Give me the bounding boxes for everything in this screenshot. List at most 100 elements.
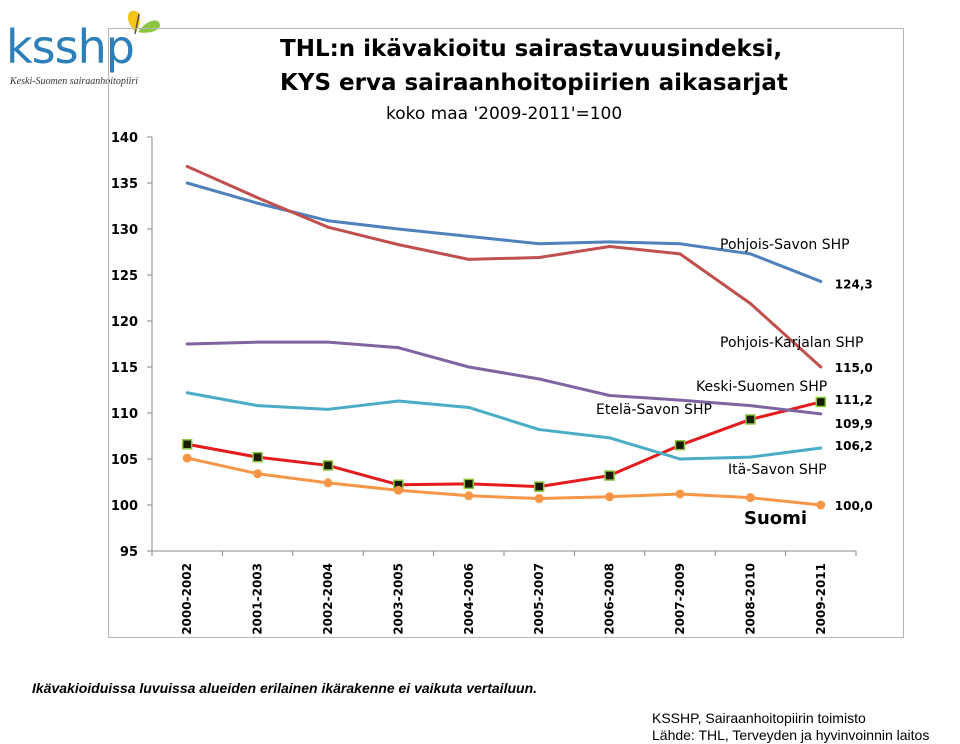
data-point-itä-savon-shp xyxy=(467,405,471,409)
y-tick-label: 95 xyxy=(120,545,138,560)
data-point-etelä-savon-shp xyxy=(326,340,330,344)
data-point-suomi xyxy=(605,492,615,502)
data-point-keski-suomen-shp xyxy=(463,478,475,490)
x-tick-label: 2001-2003 xyxy=(251,563,265,635)
end-value-label: 124,3 xyxy=(835,277,873,291)
butterfly-icon xyxy=(127,10,160,35)
series-name-label: Keski-Suomen SHP xyxy=(696,379,827,395)
data-point-pohjois-savon-shp xyxy=(748,252,752,256)
end-value-label: 115,0 xyxy=(835,361,873,375)
series-name-label: Etelä-Savon SHP xyxy=(596,402,712,418)
data-point-keski-suomen-shp xyxy=(815,396,827,408)
y-tick-label: 135 xyxy=(111,177,138,192)
data-point-keski-suomen-shp xyxy=(252,451,263,463)
data-point-suomi xyxy=(534,494,544,504)
series-name-label: Itä-Savon SHP xyxy=(728,462,827,478)
data-point-suomi xyxy=(675,489,685,499)
series-line-pohjois-karjalan-shp xyxy=(186,165,822,369)
chart-title-line-1: THL:n ikävakioitu sairastavuusindeksi, xyxy=(280,36,783,62)
data-point-pohjois-karjalan-shp xyxy=(396,243,400,247)
data-point-itä-savon-shp xyxy=(678,457,682,461)
data-point-pohjois-karjalan-shp xyxy=(326,225,330,229)
chart-frame xyxy=(108,28,904,638)
data-point-pohjois-savon-shp xyxy=(326,219,330,223)
data-point-pohjois-savon-shp xyxy=(678,242,682,246)
logo-subtitle: Keski-Suomen sairaanhoitopiiri xyxy=(10,76,139,87)
data-point-pohjois-karjalan-shp xyxy=(537,256,541,260)
y-tick-label: 115 xyxy=(111,361,138,376)
data-point-etelä-savon-shp xyxy=(396,346,400,350)
data-point-itä-savon-shp xyxy=(396,399,400,403)
data-point-itä-savon-shp xyxy=(326,407,330,411)
data-point-suomi xyxy=(393,485,403,495)
end-value-label: 106,2 xyxy=(835,439,873,453)
data-point-pohjois-karjalan-shp xyxy=(185,164,189,168)
data-point-itä-savon-shp xyxy=(608,436,612,440)
y-tick-label: 130 xyxy=(111,223,138,238)
data-point-suomi xyxy=(253,469,263,479)
data-point-pohjois-savon-shp xyxy=(467,234,471,238)
x-tick-label: 2008-2010 xyxy=(743,563,757,635)
data-point-keski-suomen-shp xyxy=(533,481,545,492)
data-point-itä-savon-shp xyxy=(185,391,189,395)
data-point-keski-suomen-shp xyxy=(604,470,615,481)
data-point-suomi xyxy=(464,491,474,501)
data-point-etelä-savon-shp xyxy=(608,394,612,398)
data-point-etelä-savon-shp xyxy=(537,377,541,381)
x-tick-label: 2000-2002 xyxy=(180,563,194,635)
data-point-suomi xyxy=(745,493,755,503)
footnote: Ikävakioiduissa luvuissa alueiden erilai… xyxy=(32,680,538,696)
x-tick-label: 2006-2008 xyxy=(603,563,617,635)
series-name-label: Pohjois-Karjalan SHP xyxy=(720,335,863,351)
data-point-etelä-savon-shp xyxy=(256,340,260,344)
source-line-2: Lähde: THL, Terveyden ja hyvinvoinnin la… xyxy=(652,727,930,743)
data-point-itä-savon-shp xyxy=(256,404,260,408)
series-line-keski-suomen-shp xyxy=(186,400,822,489)
series-line-pohjois-savon-shp xyxy=(186,181,822,283)
data-point-pohjois-karjalan-shp xyxy=(467,257,471,261)
data-point-suomi xyxy=(182,453,192,463)
data-point-etelä-savon-shp xyxy=(678,398,682,402)
series-name-label: Suomi xyxy=(744,508,807,529)
end-value-label: 111,2 xyxy=(835,393,873,407)
data-point-suomi xyxy=(323,478,333,488)
y-tick-label: 110 xyxy=(111,407,138,422)
end-value-label: 109,9 xyxy=(835,417,873,431)
data-point-pohjois-karjalan-shp xyxy=(819,365,823,369)
series-line-suomi xyxy=(186,456,821,507)
data-point-pohjois-savon-shp xyxy=(819,279,823,283)
chart-title-line-2: KYS erva sairaanhoitopiirien aikasarjat xyxy=(280,70,788,96)
data-point-suomi xyxy=(816,500,826,510)
source-line-1: KSSHP, Sairaanhoitopiirin toimisto xyxy=(652,710,866,726)
data-point-etelä-savon-shp xyxy=(467,365,471,369)
data-point-keski-suomen-shp xyxy=(745,414,756,425)
data-point-etelä-savon-shp xyxy=(185,342,189,346)
data-point-itä-savon-shp xyxy=(537,428,541,432)
data-point-itä-savon-shp xyxy=(748,455,752,459)
x-tick-label: 2003-2005 xyxy=(391,563,405,635)
y-tick-label: 105 xyxy=(111,453,138,468)
y-tick-label: 125 xyxy=(111,269,138,284)
data-point-pohjois-savon-shp xyxy=(396,227,400,231)
x-tick-label: 2002-2004 xyxy=(321,563,335,635)
x-tick-label: 2005-2007 xyxy=(532,563,546,635)
series-line-itä-savon-shp xyxy=(186,391,821,461)
butterfly-body xyxy=(134,13,140,35)
data-point-keski-suomen-shp xyxy=(181,439,193,450)
data-point-keski-suomen-shp xyxy=(674,439,686,451)
x-tick-label: 2007-2009 xyxy=(673,563,687,635)
y-tick-label: 120 xyxy=(111,315,138,330)
logo-wordmark: ksshp xyxy=(6,20,135,74)
data-point-pohjois-savon-shp xyxy=(537,242,541,246)
data-point-keski-suomen-shp xyxy=(322,460,334,471)
data-point-pohjois-karjalan-shp xyxy=(748,302,752,306)
x-tick-label: 2004-2006 xyxy=(462,563,476,635)
data-point-itä-savon-shp xyxy=(819,446,823,450)
data-point-pohjois-savon-shp xyxy=(608,240,612,244)
data-point-pohjois-savon-shp xyxy=(256,201,260,205)
data-point-pohjois-karjalan-shp xyxy=(256,196,260,200)
y-tick-label: 100 xyxy=(111,499,138,514)
chart-subtitle: koko maa '2009-2011'=100 xyxy=(386,104,623,124)
end-value-label: 100,0 xyxy=(835,499,873,513)
